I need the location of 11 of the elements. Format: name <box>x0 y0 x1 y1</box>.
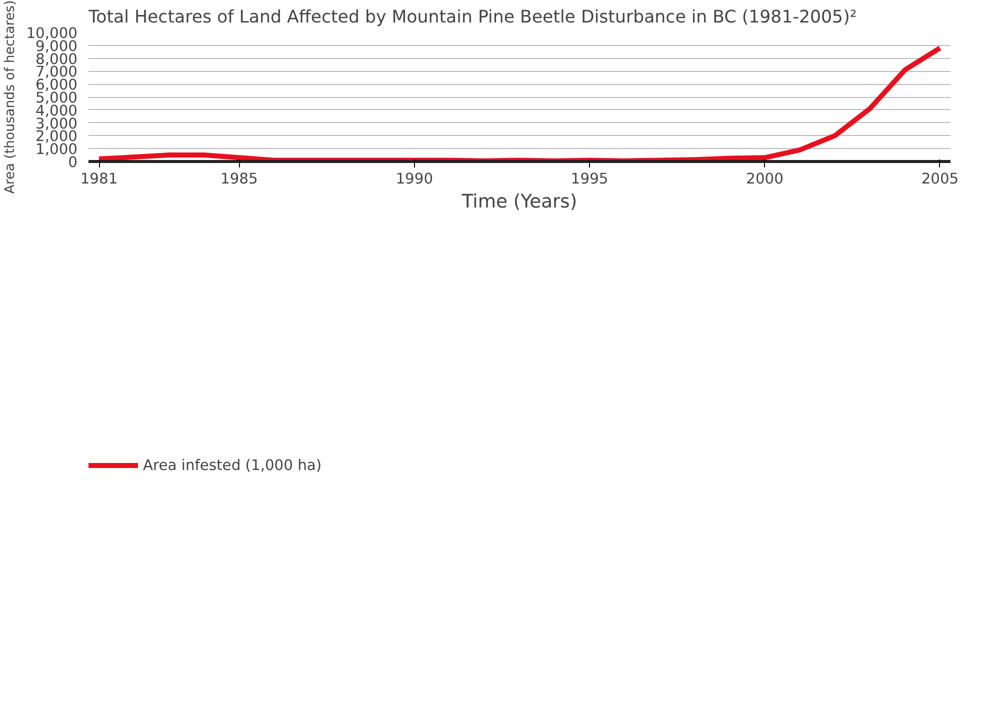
x-tick-label: 1981 <box>80 170 118 188</box>
y-axis-title: Area (thousands of hectares) <box>3 0 18 194</box>
x-tick-label: 1985 <box>220 170 258 188</box>
legend-label: Area infested (1,000 ha) <box>143 456 322 474</box>
x-tick-label: 1990 <box>396 170 434 188</box>
x-tick-label: 1995 <box>570 170 608 188</box>
x-axis-title: Time (Years) <box>460 192 578 212</box>
x-tick-label: 2000 <box>746 170 784 188</box>
chart-title: Total Hectares of Land Affected by Mountain Pine Beetle Disturbance in BC (1981-2005)² <box>88 8 857 28</box>
y-tick-label: 0 <box>68 154 78 171</box>
x-tick-label: 2005 <box>921 170 959 188</box>
